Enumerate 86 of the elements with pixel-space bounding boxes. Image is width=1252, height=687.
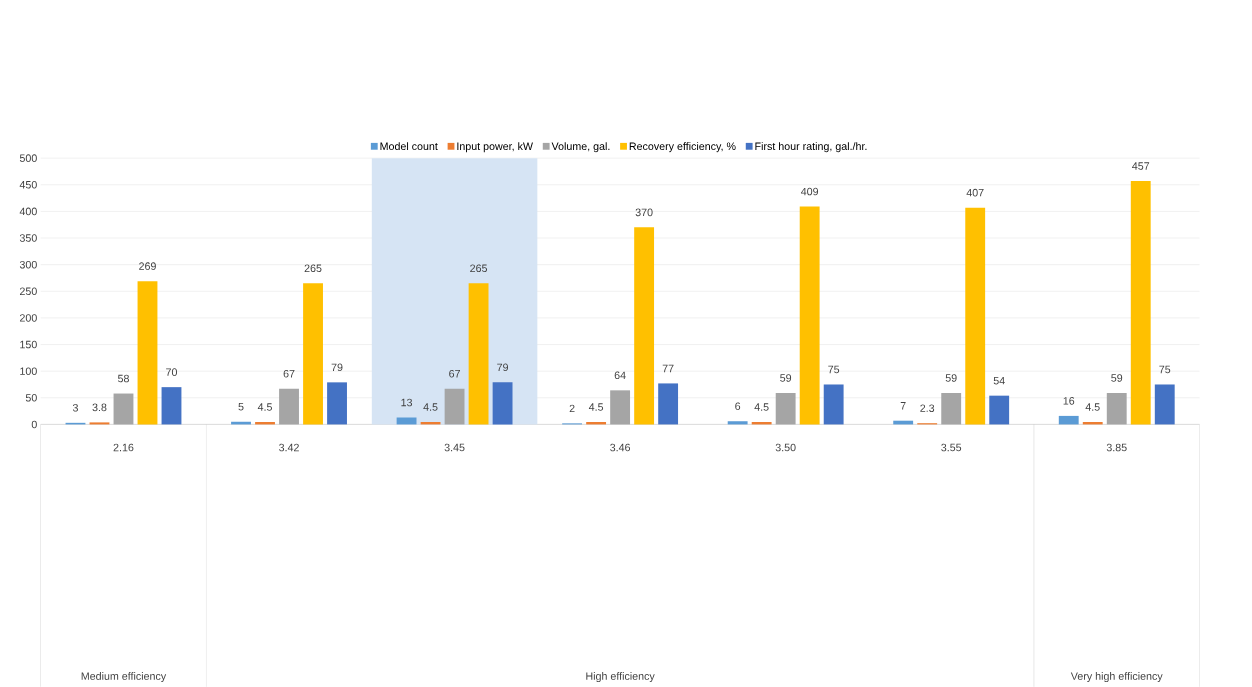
data-label: 457 (1132, 162, 1150, 170)
y-tick-label: 350 (19, 234, 37, 242)
data-label: 75 (1159, 365, 1171, 374)
x-tick-label: 3.55 (941, 443, 962, 452)
bar (823, 384, 844, 425)
bar (610, 390, 631, 425)
y-tick-label: 500 (19, 154, 37, 162)
data-label: 3 (72, 404, 78, 412)
data-label: 59 (1111, 374, 1123, 382)
x-tick-label: 3.50 (775, 443, 796, 452)
data-label: 2.3 (920, 404, 935, 412)
data-label: 265 (470, 264, 488, 273)
data-label: 6 (735, 402, 741, 410)
legend-label: Volume, gal. (551, 142, 610, 153)
bar (965, 207, 986, 425)
bar (396, 417, 417, 425)
bar (1106, 393, 1127, 425)
y-tick-label: 200 (19, 314, 37, 322)
data-label: 409 (800, 187, 819, 196)
bar (89, 422, 110, 425)
y-tick-label: 50 (25, 394, 37, 402)
x-tick-label: 3.42 (279, 443, 299, 452)
bar (775, 393, 796, 425)
data-label: 407 (966, 188, 984, 197)
bar (727, 421, 748, 425)
legend-label: Model count (380, 142, 438, 151)
data-label: 4.5 (257, 403, 272, 411)
data-label: 3.8 (92, 403, 107, 412)
data-label: 16 (1063, 397, 1075, 405)
bar (941, 393, 962, 425)
data-label: 67 (449, 369, 460, 378)
bar (327, 382, 347, 425)
data-label: 269 (139, 262, 156, 270)
data-label: 67 (283, 369, 295, 378)
bar (492, 382, 513, 425)
data-label: 64 (614, 371, 626, 380)
data-label: 59 (945, 374, 957, 382)
bar (113, 393, 134, 425)
bar (658, 383, 679, 425)
bar (468, 283, 489, 425)
bar (989, 395, 1010, 425)
data-label: 7 (900, 402, 906, 410)
data-label: 4.5 (588, 403, 604, 411)
x-tick-label: 3.85 (1106, 443, 1127, 452)
data-label: 79 (331, 363, 343, 372)
bar (634, 227, 655, 425)
text: Medium efficiency (81, 672, 167, 683)
bar (1058, 415, 1079, 425)
y-tick-label: 250 (19, 287, 37, 296)
data-label: 265 (304, 264, 322, 273)
data-label: 13 (401, 398, 413, 407)
bar (1154, 384, 1175, 425)
bar (444, 388, 465, 425)
legend-label: First hour rating, gal./hr. (755, 142, 867, 153)
legend-label: Input power, kW (457, 142, 533, 153)
data-label: 370 (635, 208, 653, 217)
text: Very high efficiency (1070, 672, 1163, 683)
data-label: 2 (569, 404, 575, 413)
y-tick-label: 400 (19, 207, 37, 216)
bar (1130, 181, 1151, 425)
y-tick-label: 100 (20, 367, 37, 375)
bar (161, 387, 182, 425)
x-tick-label: 3.46 (610, 443, 631, 452)
data-label: 75 (828, 365, 840, 374)
data-label: 59 (780, 374, 792, 382)
legend-label: Recovery efficiency, % (629, 142, 736, 153)
bar (137, 281, 158, 425)
data-label: 4.5 (1085, 403, 1100, 411)
y-tick-label: 450 (19, 180, 37, 189)
data-label: 77 (662, 364, 674, 373)
data-label: 70 (166, 368, 178, 376)
y-tick-label: 300 (19, 260, 37, 269)
data-label: 4.5 (423, 403, 438, 411)
data-label: 79 (497, 363, 509, 372)
data-label: 54 (993, 376, 1005, 385)
bar (303, 283, 323, 425)
x-tick-label: 3.45 (444, 443, 465, 452)
bar (799, 206, 820, 425)
y-tick-label: 0 (31, 420, 37, 429)
bar (279, 388, 299, 425)
data-label: 58 (117, 374, 129, 383)
x-tick-label: 2.16 (113, 443, 134, 452)
data-label: 4.5 (754, 403, 769, 411)
text: High efficiency (586, 672, 655, 683)
data-label: 5 (238, 403, 244, 411)
y-tick-label: 150 (20, 340, 37, 349)
